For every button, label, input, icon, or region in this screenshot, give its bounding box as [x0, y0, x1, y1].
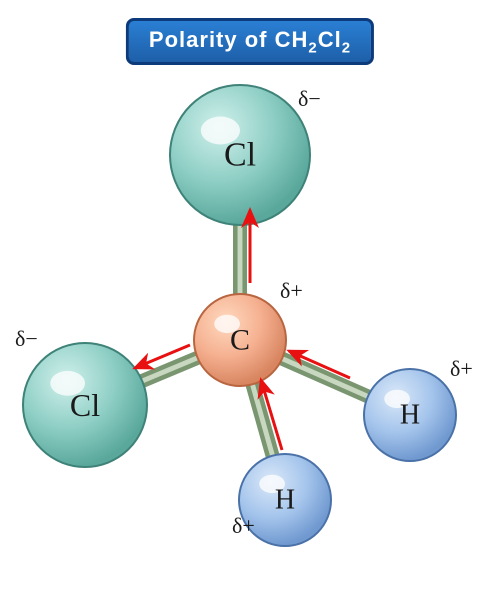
atom-label: H — [275, 485, 295, 516]
title-prefix: Polarity of CH — [149, 27, 308, 52]
partial-charge: δ− — [15, 326, 38, 351]
atom-cl-top: Cl — [170, 85, 310, 225]
atom-h-right: H — [364, 369, 456, 461]
title-sub1: 2 — [308, 39, 317, 56]
partial-charge: δ− — [298, 86, 321, 111]
atom-cl-left: Cl — [23, 343, 147, 467]
title-sub2: 2 — [342, 39, 351, 56]
atom-c: C — [194, 294, 286, 386]
title-mid: Cl — [318, 27, 342, 52]
atom-label: H — [400, 400, 420, 431]
partial-charge: δ+ — [232, 513, 255, 538]
partial-charge: δ+ — [450, 356, 473, 381]
atom-label: C — [230, 324, 250, 357]
atom-label: Cl — [70, 387, 100, 423]
title-badge: Polarity of CH2Cl2 — [126, 18, 374, 65]
partial-charge: δ+ — [280, 278, 303, 303]
molecule-diagram: Cl Cl H H Cδ− δ− δ+ δ+ δ+ — [0, 60, 500, 592]
diagram-svg: Cl Cl H H Cδ− δ− δ+ δ+ δ+ — [0, 60, 500, 592]
atom-label: Cl — [224, 137, 256, 174]
